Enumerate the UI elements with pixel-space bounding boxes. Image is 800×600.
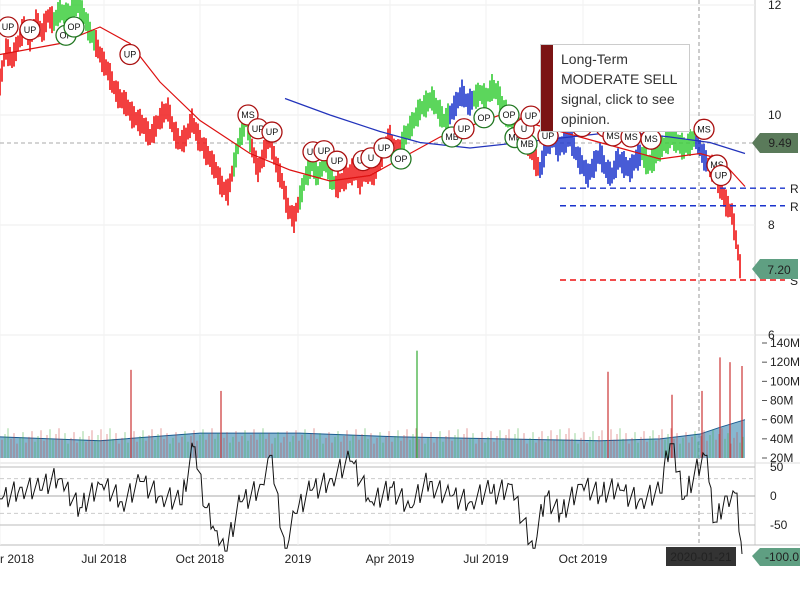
signal-label: U: [521, 124, 528, 134]
signal-label: UP: [525, 111, 538, 121]
time-tick-label: Oct 2019: [559, 552, 608, 566]
signal-label: MB: [520, 139, 534, 149]
buy-signal-marker: [498, 104, 520, 126]
current-price-label-bg: [752, 133, 798, 154]
volume-tick-label: 140M: [770, 336, 800, 350]
signal-label: MS: [710, 160, 724, 170]
volume-tick-label: 100M: [770, 374, 800, 388]
signal-label: OP: [59, 30, 72, 40]
sell-signal-marker: [326, 150, 348, 172]
buy-signal-marker: [63, 16, 85, 38]
sell-signal-marker: [373, 137, 395, 159]
signal-label: UP: [378, 143, 391, 153]
volume-tick-label: 20M: [770, 451, 793, 465]
resistance-label: R: [790, 182, 799, 196]
last-price-label: 7.20: [767, 263, 791, 277]
signal-label: UP: [124, 50, 137, 60]
opinion-tooltip[interactable]: Long-Term MODERATE SELL signal, click to…: [540, 44, 690, 132]
volume-tick-label: 80M: [770, 394, 793, 408]
time-tick-label: Jul 2018: [81, 552, 127, 566]
oscillator-tick-label: -50: [770, 518, 788, 532]
buy-signal-marker: [390, 148, 412, 170]
opinion-color-bar: [541, 45, 553, 131]
support-label: S: [790, 274, 798, 288]
time-tick-label: 2019: [285, 552, 312, 566]
signal-label: UP: [252, 124, 265, 134]
sell-signal-marker: [19, 19, 41, 41]
signal-label: OP: [477, 113, 490, 123]
volume-bars: [1, 428, 744, 458]
signal-label: MS: [644, 134, 658, 144]
signal-label: UP: [266, 127, 279, 137]
signal-label: MS: [697, 124, 711, 134]
signal-label: OP: [67, 22, 80, 32]
signal-label: UP: [331, 156, 344, 166]
signal-label: UP: [318, 146, 331, 156]
time-tick-label: r 2018: [0, 552, 34, 566]
volume-tick-label: 120M: [770, 355, 800, 369]
signal-label: UP: [24, 25, 37, 35]
signal-label: MB: [445, 132, 459, 142]
last-price-label-bg: [752, 259, 798, 279]
time-tick-label: Oct 2018: [176, 552, 225, 566]
oscillator-value-bg: [752, 548, 800, 566]
sell-signal-marker: [119, 43, 141, 66]
volume-tick-label: 40M: [770, 432, 793, 446]
sell-signal-marker: [453, 118, 475, 140]
signal-label: MS: [624, 132, 638, 142]
signal-label: UP: [2, 22, 15, 32]
signal-label: U: [368, 153, 375, 163]
price-tick-label: 6: [768, 328, 775, 342]
signal-label: UP: [542, 131, 555, 141]
oscillator-tick-label: 50: [770, 460, 784, 474]
cursor-date-label: 2020-01-21: [670, 550, 732, 564]
signal-label: UP: [307, 147, 320, 157]
sell-signal-marker: [261, 121, 283, 143]
sell-signal-marker: [0, 16, 19, 38]
oscillator-tick-label: 0: [770, 489, 777, 503]
oscillator-line: [0, 442, 743, 555]
volume-tick-label: 60M: [770, 413, 793, 427]
price-tick-label: 8: [768, 218, 775, 232]
time-tick-label: Apr 2019: [366, 552, 415, 566]
signal-label: UP: [715, 171, 728, 181]
signal-label: MB: [508, 133, 522, 143]
sell-signal-marker: [693, 118, 715, 140]
time-tick-label: Jul 2019: [463, 552, 509, 566]
signal-label: UP: [458, 124, 471, 134]
buy-signal-marker: [473, 107, 495, 129]
opinion-text[interactable]: Long-Term MODERATE SELL signal, click to…: [561, 51, 677, 127]
volume-average-area: [0, 419, 745, 458]
current-price-label: 9.49: [768, 136, 792, 150]
signal-label: MS: [241, 110, 255, 120]
oscillator-value-label: -100.0: [765, 550, 799, 564]
price-tick-label: 12: [768, 0, 782, 12]
signal-label: OP: [502, 110, 515, 120]
resistance-label: R: [790, 200, 799, 214]
signal-label: MS: [606, 131, 620, 141]
price-tick-label: 10: [768, 108, 782, 122]
signal-label: OP: [394, 154, 407, 164]
cursor-date-bg: [666, 547, 736, 566]
sell-signal-marker: [710, 164, 732, 187]
